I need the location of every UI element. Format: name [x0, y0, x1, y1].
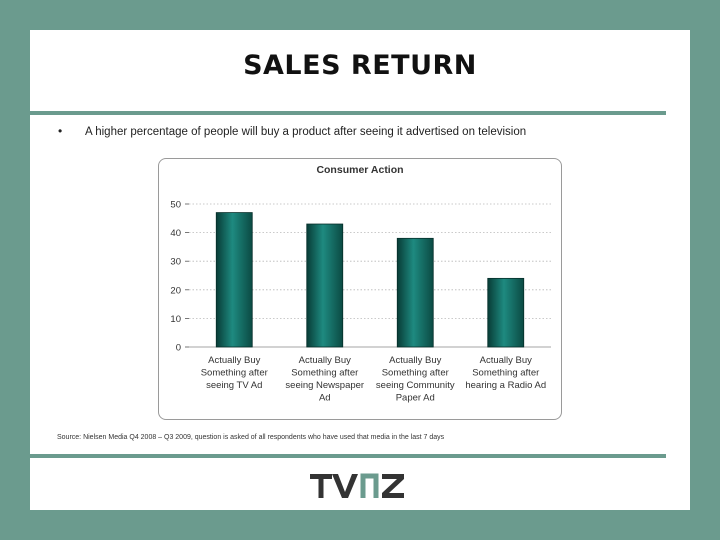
x-tick-label: seeing TV Ad	[206, 380, 262, 391]
bar	[396, 237, 434, 348]
y-tick-label: 40	[170, 228, 181, 239]
x-tick-label: Actually Buy	[480, 355, 533, 366]
x-tick-label: Something after	[291, 368, 358, 379]
x-tick-label: Actually Buy	[389, 355, 442, 366]
y-tick-label: 10	[170, 314, 181, 325]
x-tick-label: Something after	[382, 368, 449, 379]
bar	[487, 277, 525, 348]
x-tick-label: Ad	[319, 393, 331, 404]
divider-top	[30, 111, 666, 115]
y-tick-label: 50	[170, 200, 181, 211]
slide-title: SALES RETURN	[243, 50, 477, 81]
x-tick-label: seeing Community	[376, 380, 455, 391]
x-tick-label: hearing a Radio Ad	[465, 380, 546, 391]
bar	[215, 212, 253, 348]
bar	[306, 223, 344, 348]
chart-container: 0 10 20 30 40 50 Actually Buy Something after se…	[158, 158, 562, 420]
y-tick-label: 0	[176, 343, 181, 354]
chart-title: Consumer Action	[316, 164, 404, 176]
divider-bottom	[30, 454, 666, 458]
x-tick-label: Something after	[472, 368, 539, 379]
bullet-text: A higher percentage of people will buy a…	[85, 126, 527, 138]
x-tick-label: Paper Ad	[396, 393, 435, 404]
y-tick-label: 30	[170, 257, 181, 268]
x-tick-label: Actually Buy	[299, 355, 352, 366]
tvnz-logo	[310, 473, 404, 498]
x-tick-label: Actually Buy	[208, 355, 261, 366]
slide: SALES RETURN • A higher percentage of pe…	[30, 30, 690, 510]
y-tick-label: 20	[170, 285, 181, 296]
x-tick-label: Something after	[201, 368, 268, 379]
bullet-icon: •	[58, 124, 63, 138]
source-note: Source: Nielsen Media Q4 2008 – Q3 2009,…	[57, 434, 445, 441]
x-tick-label: seeing Newspaper	[285, 380, 364, 391]
